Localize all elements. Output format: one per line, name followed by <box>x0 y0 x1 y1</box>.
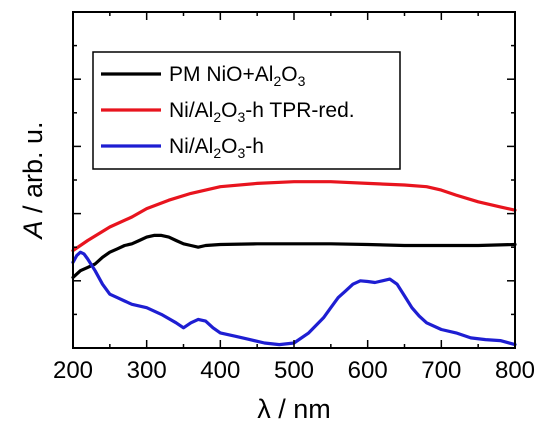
x-tick-label: 800 <box>495 357 535 384</box>
x-tick-label: 500 <box>274 357 314 384</box>
ticks: 200 300 400 500 600 700 800 <box>53 11 535 384</box>
y-axis-unit: / arb. u. <box>18 121 48 220</box>
y-axis-symbol: A <box>18 221 48 241</box>
x-axis-title: λ / nm <box>257 394 331 424</box>
x-tick-label: 400 <box>200 357 240 384</box>
x-tick-label: 300 <box>127 357 167 384</box>
legend-label-2: Ni/Al2O3-h TPR-red. <box>169 99 355 125</box>
legend-label-3: Ni/Al2O3-h <box>169 135 264 161</box>
x-tick-label: 600 <box>348 357 388 384</box>
legend: PM NiO+Al2O3 Ni/Al2O3-h TPR-red. Ni/Al2O3-… <box>92 51 401 170</box>
series-line-1 <box>71 233 517 279</box>
series-line-3 <box>71 250 517 347</box>
x-tick-label: 700 <box>421 357 461 384</box>
legend-label-1: PM NiO+Al2O3 <box>169 63 306 89</box>
y-axis-title: A / arb. u. <box>18 121 48 240</box>
x-tick-label: 200 <box>53 357 93 384</box>
series-line-2 <box>71 180 517 253</box>
series-lines <box>71 180 517 347</box>
